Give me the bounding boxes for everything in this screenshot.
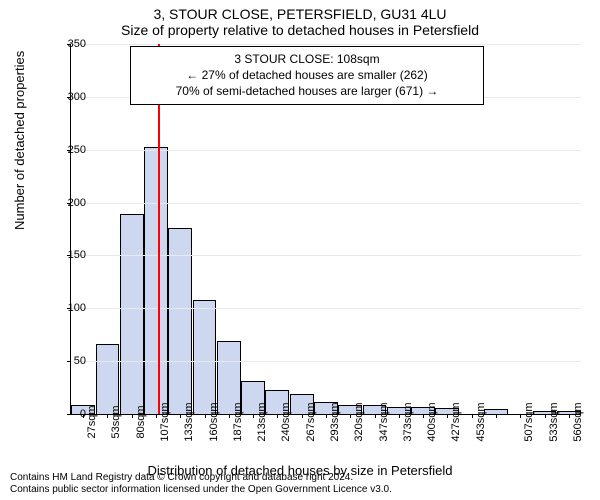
chart-figure: 3, STOUR CLOSE, PETERSFIELD, GU31 4LU Si… (0, 0, 600, 500)
bar (120, 214, 144, 414)
y-axis-label: Number of detached properties (12, 51, 27, 230)
xtick-label: 240sqm (280, 402, 292, 441)
bar-slot (95, 44, 119, 414)
ytick-label: 250 (68, 144, 86, 156)
bar-slot (557, 44, 581, 414)
bar (193, 300, 217, 414)
xtick-mark (375, 414, 376, 418)
title-block: 3, STOUR CLOSE, PETERSFIELD, GU31 4LU Si… (0, 0, 600, 38)
xtick-mark (156, 414, 157, 418)
xtick-label: 373sqm (402, 402, 414, 441)
xtick-mark (302, 414, 303, 418)
xtick-label: 27sqm (86, 405, 98, 438)
ytick-label: 350 (68, 38, 86, 50)
xtick-mark (180, 414, 181, 418)
grid-line (71, 361, 581, 362)
ytick-label: 300 (68, 91, 86, 103)
xtick-mark (253, 414, 254, 418)
copyright-block: Contains HM Land Registry data © Crown c… (10, 472, 392, 496)
xtick-label: 160sqm (208, 402, 220, 441)
bar (144, 147, 168, 414)
xtick-label: 347sqm (378, 402, 390, 441)
annotation-box: 3 STOUR CLOSE: 108sqm ← 27% of detached … (130, 46, 484, 105)
ytick-label: 150 (68, 249, 86, 261)
ytick-mark (67, 414, 71, 415)
xtick-label: 427sqm (450, 402, 462, 441)
xtick-label: 80sqm (135, 405, 147, 438)
xtick-mark (132, 414, 133, 418)
xtick-mark (229, 414, 230, 418)
grid-line (71, 203, 581, 204)
xtick-mark (496, 414, 497, 418)
xtick-label: 560sqm (572, 402, 584, 441)
annotation-line-2: ← 27% of detached houses are smaller (26… (137, 67, 477, 83)
grid-line (71, 44, 581, 45)
xtick-mark (520, 414, 521, 418)
xtick-label: 507sqm (523, 402, 535, 441)
annotation-line-1: 3 STOUR CLOSE: 108sqm (137, 51, 477, 67)
xtick-label: 187sqm (232, 402, 244, 441)
bar-slot (484, 44, 508, 414)
xtick-label: 293sqm (329, 402, 341, 441)
xtick-mark (107, 414, 108, 418)
xtick-label: 213sqm (256, 402, 268, 441)
bar (96, 344, 120, 414)
title-main: 3, STOUR CLOSE, PETERSFIELD, GU31 4LU (0, 6, 600, 22)
bar-slot (532, 44, 556, 414)
ytick-mark (67, 361, 71, 362)
grid-line (71, 150, 581, 151)
grid-line (71, 255, 581, 256)
xtick-label: 53sqm (110, 405, 122, 438)
xtick-mark (350, 414, 351, 418)
ytick-label: 100 (68, 302, 86, 314)
xtick-mark (447, 414, 448, 418)
xtick-mark (472, 414, 473, 418)
xtick-label: 453sqm (475, 402, 487, 441)
xtick-mark (399, 414, 400, 418)
xtick-mark (545, 414, 546, 418)
xtick-label: 107sqm (159, 402, 171, 441)
xtick-mark (326, 414, 327, 418)
ytick-label: 200 (68, 197, 86, 209)
xtick-label: 400sqm (426, 402, 438, 441)
xtick-mark (423, 414, 424, 418)
xtick-mark (569, 414, 570, 418)
xtick-label: 267sqm (305, 402, 317, 441)
xtick-label: 320sqm (353, 402, 365, 441)
copyright-line-2: Contains public sector information licen… (10, 484, 392, 496)
xtick-mark (205, 414, 206, 418)
grid-line (71, 308, 581, 309)
ytick-label: 50 (74, 355, 86, 367)
annotation-line-3: 70% of semi-detached houses are larger (… (137, 83, 477, 99)
xtick-label: 533sqm (548, 402, 560, 441)
xtick-mark (277, 414, 278, 418)
xtick-label: 133sqm (183, 402, 195, 441)
bar-slot (508, 44, 532, 414)
copyright-line-1: Contains HM Land Registry data © Crown c… (10, 472, 392, 484)
title-sub: Size of property relative to detached ho… (0, 22, 600, 38)
